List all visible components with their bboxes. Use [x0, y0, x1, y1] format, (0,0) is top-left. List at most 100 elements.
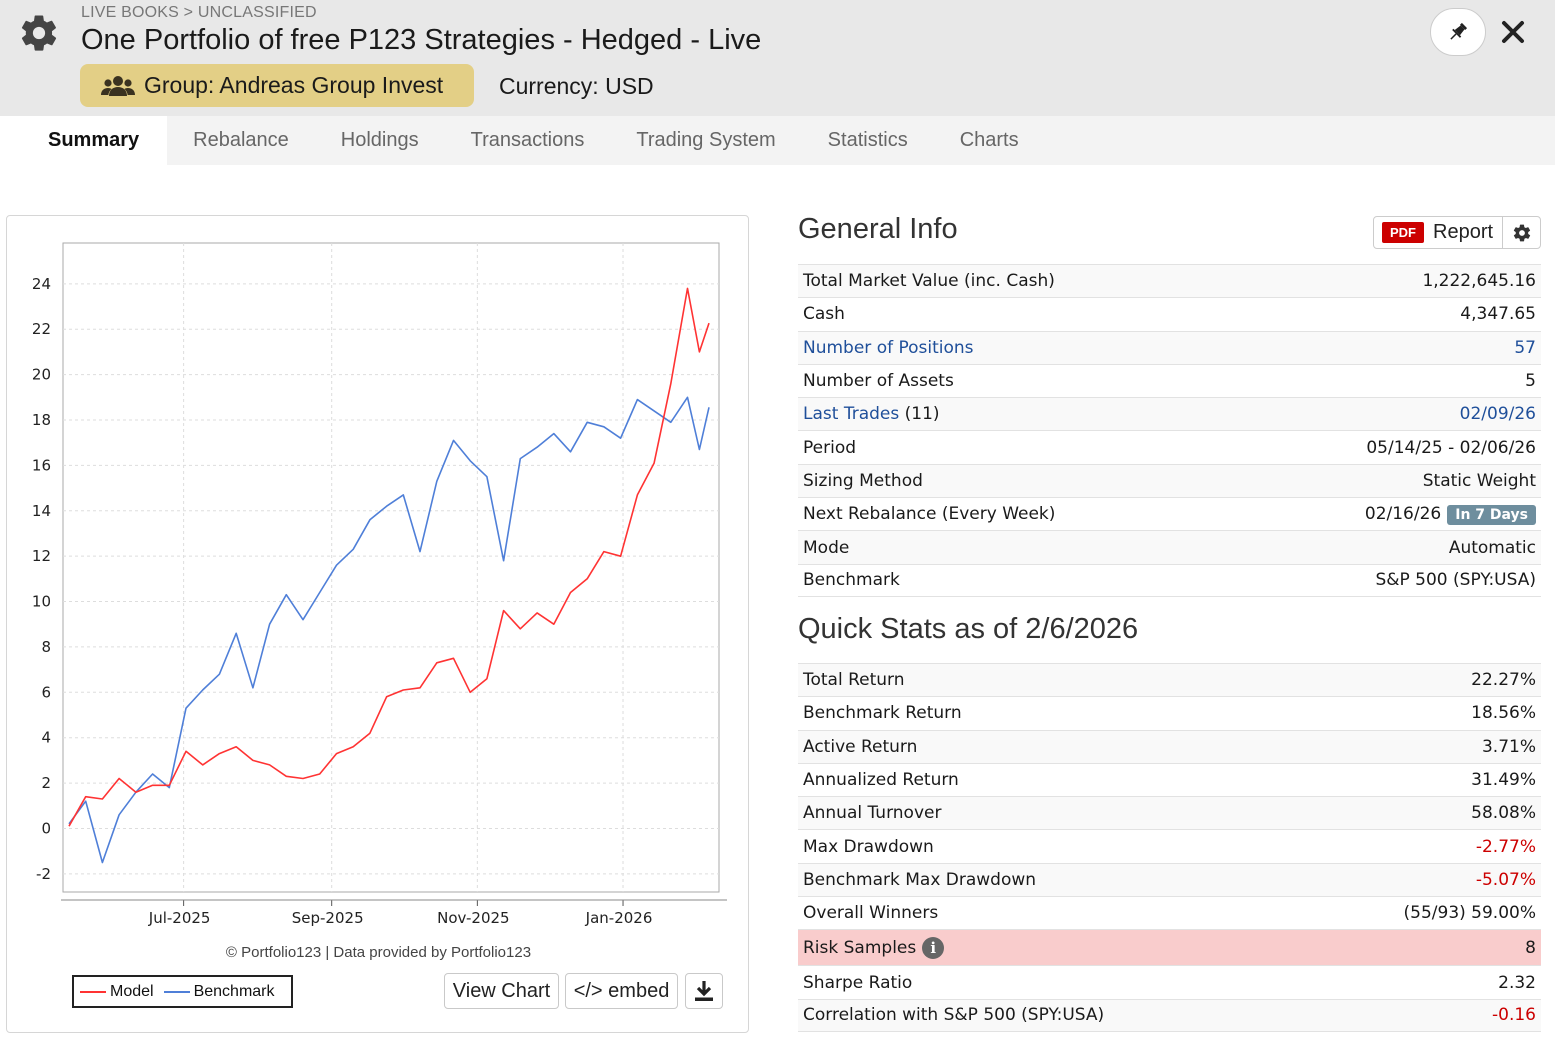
tab-charts[interactable]: Charts [959, 129, 1019, 151]
chart-legend: Model Benchmark [72, 975, 293, 1008]
x-tick-label: Sep-2025 [292, 909, 364, 927]
embed-button[interactable]: </> embed [565, 973, 678, 1009]
row-value: -2.77% [1475, 836, 1536, 857]
row-label: Total Market Value (inc. Cash) [803, 271, 1055, 292]
row-label: Annualized Return [803, 770, 959, 791]
chart-panel: -2 0 2 4 6 8 10 12 14 16 18 20 22 24 Jul-2025 Sep-2025 N… [6, 215, 749, 1033]
y-tick-label: 8 [41, 638, 51, 656]
table-row: Benchmark S&P 500 (SPY:USA) [798, 563, 1541, 597]
row-value: 5 [1525, 371, 1536, 392]
legend-item-benchmark[interactable]: Benchmark [163, 982, 275, 1001]
table-row: Sizing Method Static Weight [798, 463, 1541, 498]
y-tick-label: 6 [41, 683, 51, 701]
row-value: 22.27% [1471, 670, 1536, 691]
legend-label-benchmark: Benchmark [193, 982, 275, 1000]
currency-label: Currency: USD [499, 73, 654, 99]
row-label: Annual Turnover [803, 803, 942, 824]
general-info-table: Total Market Value (inc. Cash) 1,222,645… [798, 264, 1541, 597]
row-label: Mode [803, 537, 850, 558]
gear-icon[interactable] [18, 12, 60, 54]
table-row: Sharpe Ratio 2.32 [798, 965, 1541, 998]
row-label: Benchmark [803, 570, 900, 591]
table-row: Annualized Return 31.49% [798, 762, 1541, 796]
page-title: One Portfolio of free P123 Strategies - … [81, 24, 762, 56]
x-tick-label: Jan-2026 [585, 909, 653, 927]
row-value: 18.56% [1471, 703, 1536, 724]
y-tick-label: 16 [32, 456, 51, 474]
row-value: Automatic [1448, 537, 1536, 558]
table-row: Benchmark Return 18.56% [798, 696, 1541, 729]
next-rebalance-badge: In 7 Days [1447, 505, 1536, 526]
row-label: Risk Samples [803, 937, 917, 958]
legend-item-model[interactable]: Model [80, 983, 154, 1001]
tab-summary[interactable]: Summary [0, 116, 168, 165]
legend-label-model: Model [110, 982, 154, 1000]
table-row: Overall Winners (55/93) 59.00% [798, 896, 1541, 929]
y-tick-label: 4 [41, 729, 51, 747]
row-label: Benchmark Return [803, 703, 962, 724]
pdf-report-button[interactable]: PDF Report [1373, 216, 1503, 249]
pin-button[interactable] [1430, 8, 1486, 56]
row-label: Benchmark Max Drawdown [803, 869, 1037, 890]
number-of-positions-link[interactable]: Number of Positions [803, 337, 974, 358]
last-trades-link[interactable]: Last Trades [803, 404, 900, 425]
row-value: 58.08% [1471, 803, 1536, 824]
row-value: 4,347.65 [1460, 304, 1536, 325]
row-value: 2.32 [1498, 972, 1536, 993]
tab-statistics[interactable]: Statistics [827, 129, 908, 151]
row-value: Static Weight [1422, 470, 1536, 491]
row-value: -0.16 [1492, 1005, 1536, 1026]
last-trades-date-link[interactable]: 02/09/26 [1459, 404, 1536, 425]
row-label: Number of Assets [803, 371, 954, 392]
table-row: Cash 4,347.65 [798, 297, 1541, 330]
group-label: Group: Andreas Group Invest [144, 72, 444, 98]
table-row: Total Market Value (inc. Cash) 1,222,645… [798, 264, 1541, 298]
x-tick-label: Nov-2025 [437, 909, 509, 927]
row-value: 31.49% [1471, 770, 1536, 791]
row-value: 02/16/26 [1364, 504, 1442, 525]
y-tick-label: 14 [32, 502, 51, 520]
tab-rebalance[interactable]: Rebalance [193, 129, 289, 151]
y-tick-label: 2 [41, 774, 51, 792]
table-row: Active Return 3.71% [798, 729, 1541, 763]
positions-count-link[interactable]: 57 [1514, 337, 1536, 358]
row-label: Next Rebalance (Every Week) [803, 504, 1056, 525]
legend-swatch-model [80, 990, 106, 993]
pdf-icon: PDF [1382, 222, 1424, 243]
row-value: 3.71% [1481, 736, 1536, 757]
row-label: Sizing Method [803, 470, 923, 491]
quick-stats-title: Quick Stats as of 2/6/2026 [798, 613, 1139, 645]
table-row: Last Trades (11) 02/09/26 [798, 397, 1541, 431]
row-label: Cash [803, 304, 845, 325]
report-settings-button[interactable] [1502, 216, 1541, 249]
chart-credit: © Portfolio123 | Data provided by Portfo… [225, 944, 532, 961]
gear-icon [1513, 224, 1530, 241]
y-tick-label: 10 [32, 593, 51, 611]
table-row: Number of Assets 5 [798, 363, 1541, 397]
tab-trading-system[interactable]: Trading System [636, 129, 776, 151]
report-label: Report [1433, 221, 1494, 243]
row-value: -5.07% [1475, 869, 1536, 890]
row-value: S&P 500 (SPY:USA) [1375, 570, 1536, 591]
row-label: Max Drawdown [803, 836, 934, 857]
row-value: 8 [1525, 937, 1536, 958]
pin-icon [1450, 22, 1468, 40]
plot-area [62, 242, 720, 893]
breadcrumb[interactable]: LIVE BOOKS > UNCLASSIFIED [81, 4, 317, 21]
tab-transactions[interactable]: Transactions [470, 129, 585, 151]
download-button[interactable] [685, 973, 723, 1009]
y-tick-label: -2 [36, 865, 51, 883]
view-chart-button[interactable]: View Chart [444, 973, 559, 1009]
close-icon [1502, 21, 1524, 43]
y-tick-label: 18 [32, 411, 51, 429]
tab-holdings[interactable]: Holdings [340, 129, 419, 151]
group-badge[interactable]: Group: Andreas Group Invest [80, 64, 474, 107]
table-row: Total Return 22.27% [798, 663, 1541, 697]
row-value: 05/14/25 - 02/06/26 [1366, 437, 1536, 458]
info-icon[interactable]: i [922, 936, 945, 959]
table-row: Next Rebalance (Every Week) 02/16/26 In 7… [798, 497, 1541, 530]
y-tick-label: 24 [32, 275, 51, 293]
close-button[interactable] [1493, 12, 1533, 52]
row-label: Period [803, 437, 857, 458]
